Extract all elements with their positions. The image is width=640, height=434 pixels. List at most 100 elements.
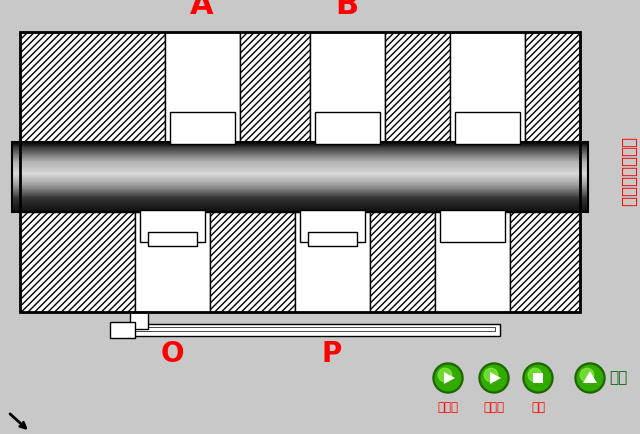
- Bar: [12, 148, 588, 149]
- Bar: [12, 184, 588, 186]
- Bar: [12, 190, 588, 191]
- Bar: [12, 150, 588, 151]
- Bar: [12, 201, 588, 203]
- Bar: [12, 204, 588, 206]
- Bar: [12, 142, 588, 212]
- Bar: [12, 162, 588, 163]
- Bar: [12, 193, 588, 194]
- Bar: [12, 188, 588, 189]
- Bar: [12, 200, 588, 201]
- Bar: [12, 154, 588, 155]
- Bar: [240, 32, 310, 142]
- Bar: [12, 186, 588, 187]
- Polygon shape: [444, 372, 455, 384]
- Circle shape: [484, 368, 498, 382]
- Bar: [12, 193, 588, 194]
- Bar: [12, 174, 588, 176]
- Polygon shape: [490, 372, 501, 384]
- Text: 返回: 返回: [609, 371, 627, 385]
- Bar: [12, 194, 588, 195]
- Bar: [12, 152, 588, 153]
- Bar: [12, 172, 588, 174]
- Bar: [12, 208, 588, 209]
- Bar: [12, 154, 588, 155]
- Bar: [12, 165, 588, 166]
- Bar: [12, 179, 588, 180]
- Bar: [533, 373, 543, 383]
- Bar: [12, 199, 588, 200]
- Bar: [12, 171, 588, 172]
- Bar: [12, 197, 588, 198]
- Bar: [450, 32, 525, 142]
- Bar: [12, 168, 588, 169]
- Bar: [12, 158, 588, 159]
- Bar: [12, 192, 588, 193]
- Bar: [20, 32, 165, 142]
- Bar: [12, 181, 588, 182]
- Bar: [12, 176, 588, 178]
- Bar: [110, 322, 135, 338]
- Text: B: B: [335, 0, 358, 20]
- Circle shape: [577, 365, 603, 391]
- Bar: [12, 201, 588, 202]
- Bar: [12, 196, 588, 197]
- Bar: [12, 187, 588, 189]
- Bar: [12, 155, 588, 157]
- Bar: [12, 161, 588, 162]
- Bar: [12, 167, 588, 168]
- Bar: [12, 165, 588, 166]
- Bar: [165, 32, 240, 142]
- Bar: [12, 151, 588, 152]
- Bar: [12, 155, 588, 156]
- Bar: [12, 208, 588, 210]
- Bar: [12, 163, 588, 164]
- Bar: [12, 195, 588, 196]
- Bar: [12, 162, 588, 164]
- Bar: [130, 312, 148, 329]
- Bar: [12, 146, 588, 147]
- Bar: [12, 203, 588, 204]
- Bar: [12, 189, 588, 191]
- Bar: [12, 142, 588, 143]
- Bar: [12, 164, 588, 165]
- Bar: [12, 143, 588, 144]
- Bar: [12, 178, 588, 179]
- Bar: [12, 175, 588, 176]
- Bar: [12, 186, 588, 187]
- Bar: [308, 232, 357, 246]
- Bar: [12, 157, 588, 158]
- Bar: [12, 143, 588, 144]
- Circle shape: [528, 368, 541, 382]
- Bar: [12, 211, 588, 213]
- Bar: [170, 112, 235, 144]
- Bar: [310, 32, 385, 142]
- Bar: [12, 210, 588, 211]
- Circle shape: [433, 363, 463, 393]
- Circle shape: [575, 363, 605, 393]
- Text: 工位右: 工位右: [483, 401, 504, 414]
- Bar: [148, 232, 197, 246]
- Bar: [12, 185, 588, 186]
- Circle shape: [580, 368, 594, 382]
- Circle shape: [481, 365, 507, 391]
- Bar: [12, 194, 588, 196]
- Bar: [12, 160, 588, 161]
- Bar: [12, 170, 588, 171]
- Bar: [12, 196, 588, 197]
- Bar: [12, 144, 588, 145]
- Bar: [12, 177, 588, 178]
- Bar: [12, 206, 588, 207]
- Bar: [12, 156, 588, 157]
- Bar: [12, 209, 588, 210]
- Bar: [20, 212, 135, 312]
- Circle shape: [438, 368, 452, 382]
- Text: 二位四通换向阀: 二位四通换向阀: [619, 137, 637, 207]
- Bar: [12, 161, 588, 162]
- Circle shape: [523, 363, 553, 393]
- Bar: [300, 210, 365, 242]
- Bar: [12, 167, 588, 168]
- Bar: [12, 158, 588, 159]
- Bar: [12, 207, 588, 208]
- Bar: [12, 173, 588, 174]
- Bar: [20, 32, 580, 312]
